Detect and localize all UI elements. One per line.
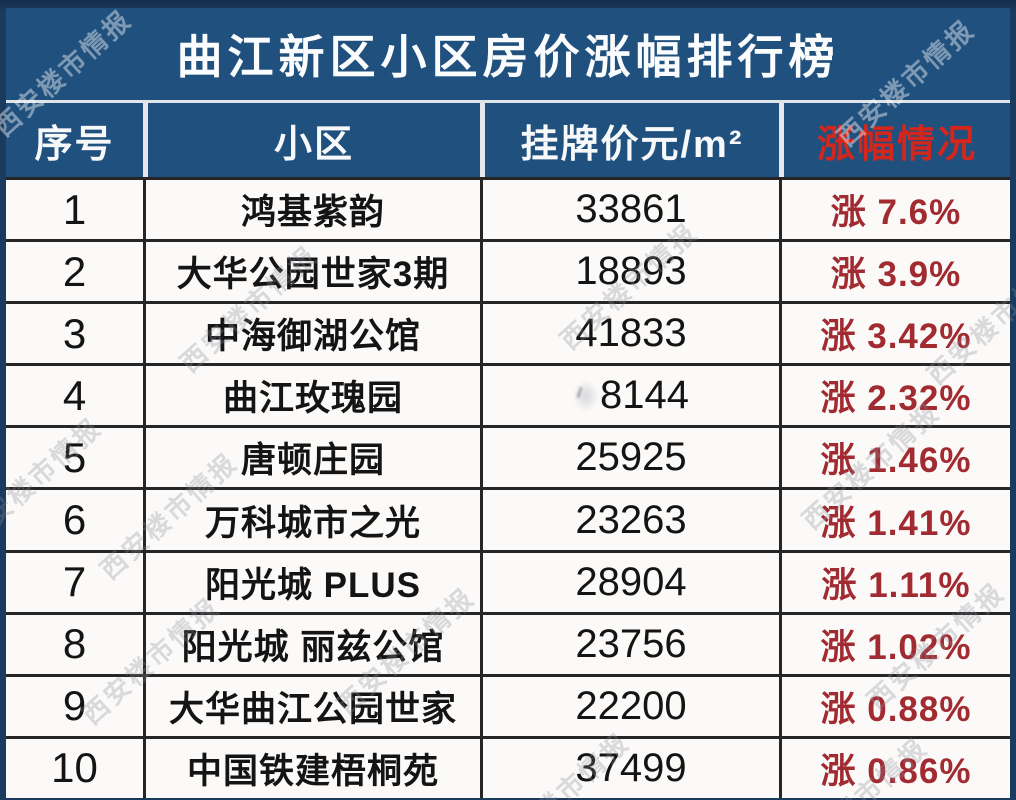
cell-price: 25925 bbox=[480, 428, 779, 488]
table-row: 5 唐顿庄园 25925 涨 1.46% bbox=[6, 425, 1010, 488]
cell-rank: 10 bbox=[51, 744, 98, 792]
table-header-row: 序号 小区 挂牌价元/m² 涨幅情况 bbox=[6, 103, 1010, 177]
header-cell-price: 挂牌价元/m² bbox=[480, 103, 779, 177]
cell-rank: 7 bbox=[62, 558, 87, 606]
cell-rank: 5 bbox=[62, 433, 87, 481]
table-row: 10 中国铁建梧桐苑 37499 涨 0.86% bbox=[6, 735, 1010, 798]
cell-price: 23756 bbox=[480, 614, 779, 674]
cell-name: 曲江玫瑰园 bbox=[143, 366, 480, 426]
table-row: 2 大华公园世家3期 18893 涨 3.9% bbox=[6, 239, 1010, 302]
cell-name: 中国铁建梧桐苑 bbox=[143, 738, 480, 798]
cell-name: 万科城市之光 bbox=[143, 490, 480, 550]
cell-change: 涨 1.46% bbox=[779, 428, 1010, 488]
table-body: 1 鸿基紫韵 33861 涨 7.6% 2 大华公园世家3期 18893 涨 3… bbox=[6, 177, 1010, 798]
title-band: 曲江新区小区房价涨幅排行榜 bbox=[6, 8, 1010, 100]
header-cell-rank: 序号 bbox=[34, 123, 115, 166]
page-title: 曲江新区小区房价涨幅排行榜 bbox=[176, 31, 840, 83]
cell-price: 41833 bbox=[480, 304, 779, 364]
cell-price: 28904 bbox=[480, 552, 779, 612]
table-row: 6 万科城市之光 23263 涨 1.41% bbox=[6, 487, 1010, 550]
cell-change: 涨 3.42% bbox=[779, 304, 1010, 364]
cell-rank: 1 bbox=[62, 185, 87, 233]
cell-name: 唐顿庄园 bbox=[143, 428, 480, 488]
cell-change: 涨 1.41% bbox=[779, 490, 1010, 550]
cell-price: 37499 bbox=[480, 738, 779, 798]
header-cell-community: 小区 bbox=[143, 103, 480, 177]
table-row: 8 阳光城 丽兹公馆 23756 涨 1.02% bbox=[6, 611, 1010, 674]
table-row: 4 曲江玫瑰园 8144 涨 2.32% bbox=[6, 363, 1010, 426]
cell-change: 涨 7.6% bbox=[779, 180, 1010, 240]
cell-change: 涨 3.9% bbox=[779, 242, 1010, 302]
cell-change: 涨 0.88% bbox=[779, 676, 1010, 736]
table-row: 1 鸿基紫韵 33861 涨 7.6% bbox=[6, 177, 1010, 240]
cell-price: 33861 bbox=[480, 180, 779, 240]
cell-rank: 2 bbox=[62, 247, 87, 295]
cell-price: 18893 bbox=[480, 242, 779, 302]
obscured-digit-mark bbox=[573, 379, 599, 412]
cell-change: 涨 1.11% bbox=[779, 552, 1010, 612]
cell-rank: 6 bbox=[62, 496, 87, 544]
table-row: 9 大华曲江公园世家 22200 涨 0.88% bbox=[6, 673, 1010, 736]
cell-name: 中海御湖公馆 bbox=[143, 304, 480, 364]
table-row: 7 阳光城 PLUS 28904 涨 1.11% bbox=[6, 549, 1010, 612]
cell-name: 大华曲江公园世家 bbox=[143, 676, 480, 736]
cell-name: 阳光城 丽兹公馆 bbox=[143, 614, 480, 674]
cell-change: 涨 2.32% bbox=[779, 366, 1010, 426]
cell-rank: 3 bbox=[62, 309, 87, 357]
cell-rank: 4 bbox=[62, 371, 87, 419]
cell-price: 23263 bbox=[480, 490, 779, 550]
table-row: 3 中海御湖公馆 41833 涨 3.42% bbox=[6, 301, 1010, 364]
header-cell-change: 涨幅情况 bbox=[779, 103, 1010, 177]
cell-name: 阳光城 PLUS bbox=[143, 552, 480, 612]
cell-change: 涨 1.02% bbox=[779, 614, 1010, 674]
cell-name: 鸿基紫韵 bbox=[143, 180, 480, 240]
cell-price: 8144 bbox=[480, 366, 779, 426]
cell-change: 涨 0.86% bbox=[779, 738, 1010, 798]
cell-rank: 8 bbox=[62, 620, 87, 668]
title-separator bbox=[6, 100, 1010, 103]
cell-price-value: 8144 bbox=[600, 373, 689, 418]
cell-rank: 9 bbox=[62, 682, 87, 730]
cell-name: 大华公园世家3期 bbox=[143, 242, 480, 302]
cell-price: 22200 bbox=[480, 676, 779, 736]
